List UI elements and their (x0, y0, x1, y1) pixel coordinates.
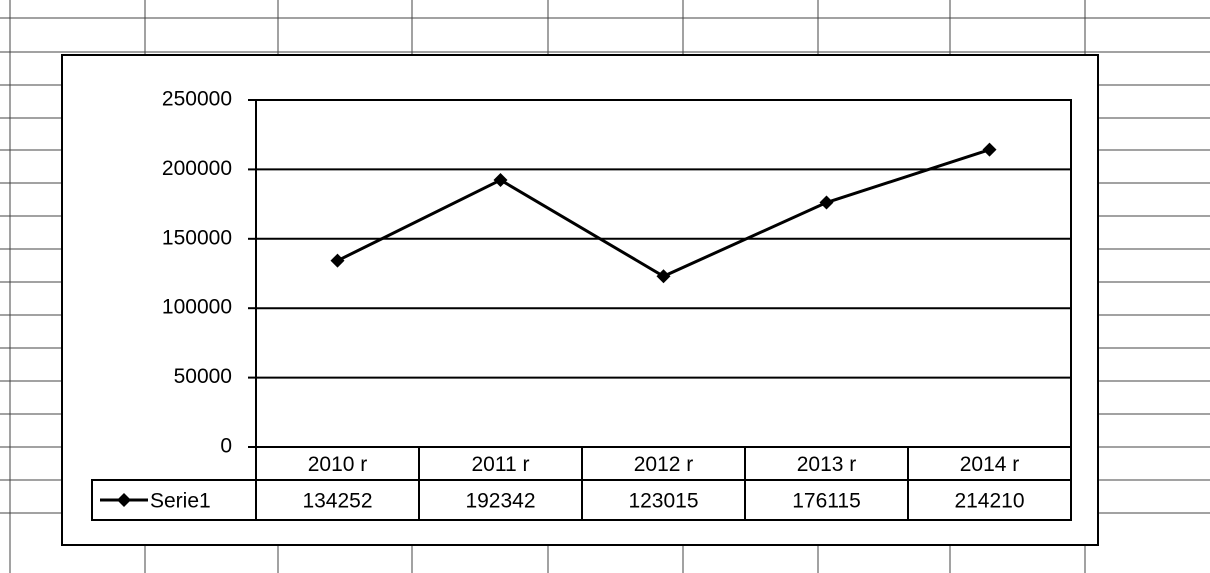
data-table-value: 134252 (302, 490, 372, 513)
marker (656, 269, 671, 284)
marker (330, 253, 345, 268)
x-tick-label: 2013 r (797, 453, 857, 476)
marker (982, 142, 997, 157)
y-tick-label: 250000 (162, 88, 232, 111)
y-tick-label: 50000 (174, 365, 232, 388)
x-tick-label: 2011 r (472, 453, 530, 476)
x-tick-label: 2010 r (308, 453, 368, 476)
data-table-value: 214210 (954, 490, 1024, 513)
data-table-value: 123015 (628, 490, 698, 513)
marker (819, 195, 834, 210)
legend-label: Serie1 (150, 490, 211, 513)
y-tick-label: 150000 (162, 226, 232, 249)
data-table-value: 176115 (792, 490, 861, 513)
legend-marker (117, 493, 131, 507)
x-tick-label: 2014 r (960, 453, 1020, 476)
data-table-value: 192342 (465, 490, 535, 513)
marker (493, 173, 508, 188)
y-tick-label: 100000 (162, 296, 232, 319)
x-tick-label: 2012 r (634, 453, 694, 476)
y-tick-label: 200000 (162, 157, 232, 180)
y-tick-label: 0 (220, 435, 232, 458)
data-table-cell (907, 479, 1072, 521)
